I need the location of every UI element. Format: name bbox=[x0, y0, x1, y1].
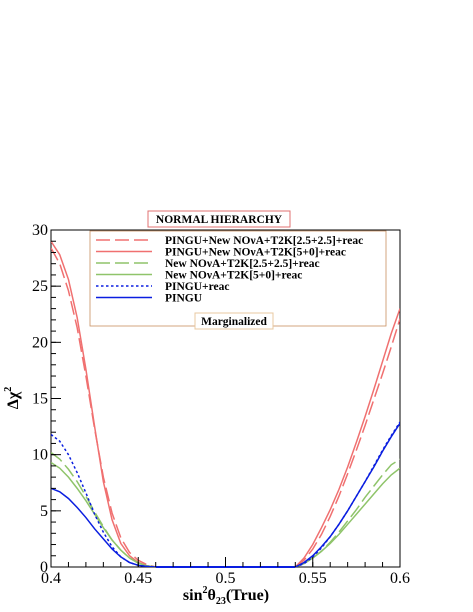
series-line-6-right bbox=[294, 422, 400, 567]
y-tick-label: 15 bbox=[32, 391, 48, 408]
y-tick-label: 10 bbox=[32, 447, 48, 464]
legend: PINGU+New NOνA+T2K[2.5+2.5]+reacPINGU+Ne… bbox=[96, 235, 363, 305]
ticks-layer: 0.4 0.45 0.5 0.55 0.6 0 5 10 15 20 25 30 bbox=[32, 222, 410, 587]
y-tick-label: 0 bbox=[40, 559, 48, 576]
x-tick-label: 0.6 bbox=[390, 570, 410, 587]
legend-label-5: PINGU+reac bbox=[165, 281, 229, 293]
x-tick-label: 0.5 bbox=[216, 570, 236, 587]
y-tick-label: 5 bbox=[40, 503, 48, 520]
legend-label-6: PINGU bbox=[165, 293, 203, 305]
chart-title: NORMAL HIERARCHY bbox=[156, 214, 283, 226]
legend-label-4: New NOνA+T2K[5+0]+reac bbox=[165, 270, 302, 282]
x-axis-title: sin2θ23(True) bbox=[183, 585, 269, 607]
series-line-3-left bbox=[51, 451, 156, 567]
series-line-2-right bbox=[294, 308, 400, 567]
annotation-box bbox=[194, 312, 274, 330]
legend-label-1: PINGU+New NOνA+T2K[2.5+2.5]+reac bbox=[165, 235, 363, 247]
legend-label-2: PINGU+New NOνA+T2K[5+0]+reac bbox=[165, 247, 346, 259]
series-line-5-left bbox=[51, 433, 156, 567]
title-box bbox=[147, 210, 291, 228]
legend-label-3: New NOνA+T2K[2.5+2.5]+reac bbox=[165, 258, 320, 270]
series-line-1-right bbox=[294, 318, 400, 567]
x-tick-label: 0.45 bbox=[124, 570, 152, 587]
x-tick-label: 0.55 bbox=[299, 570, 327, 587]
annotation-label: Marginalized bbox=[201, 316, 267, 328]
y-tick-label: 20 bbox=[32, 334, 48, 351]
y-tick-label: 25 bbox=[32, 278, 48, 295]
y-axis-title: Δχ2 bbox=[3, 387, 22, 409]
legend-box bbox=[89, 230, 387, 327]
series-line-5-right bbox=[295, 421, 400, 567]
x-tick-label: 0.4 bbox=[41, 570, 61, 587]
y-tick-label: 30 bbox=[32, 222, 48, 239]
